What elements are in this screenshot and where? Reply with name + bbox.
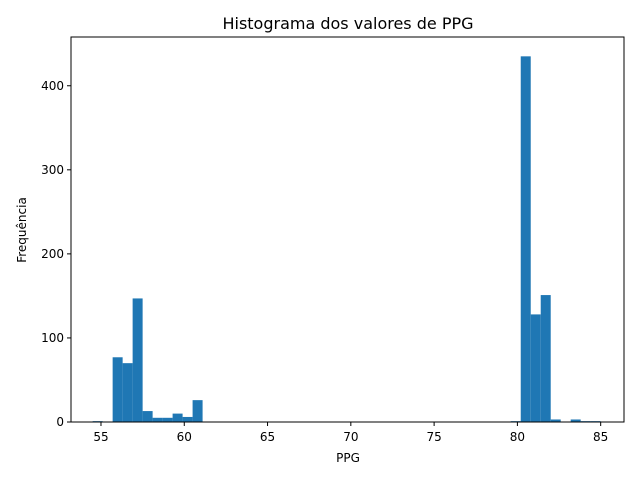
x-tick-label: 60 — [177, 430, 192, 444]
x-tick-label: 85 — [593, 430, 608, 444]
y-tick-label: 400 — [41, 79, 64, 93]
histogram-bar — [172, 413, 183, 422]
chart-title: Histograma dos valores de PPG — [222, 14, 473, 33]
histogram-bar — [142, 411, 153, 422]
y-axis-label: Frequência — [15, 197, 29, 263]
axes-frame — [70, 36, 625, 423]
axes-border — [70, 36, 625, 423]
y-tick-label: 200 — [41, 247, 64, 261]
bars-group — [92, 56, 601, 423]
y-ticks-group: 0 100 200 300 400 — [41, 79, 71, 429]
x-tick-label: 70 — [343, 430, 358, 444]
histogram-bar — [540, 295, 551, 422]
x-ticks-group: 55 60 65 70 75 80 85 — [93, 422, 608, 444]
x-tick-label: 65 — [260, 430, 275, 444]
histogram-bar — [112, 357, 123, 422]
histogram-bar — [182, 416, 193, 422]
x-tick-label: 80 — [510, 430, 525, 444]
histogram-bar — [530, 314, 541, 422]
histogram-bar — [192, 400, 203, 422]
y-tick-label: 100 — [41, 331, 64, 345]
histogram-bar — [162, 417, 173, 422]
histogram-bar — [550, 419, 561, 422]
histogram-bar — [122, 363, 133, 422]
histogram-bar — [520, 56, 531, 423]
x-tick-label: 55 — [93, 430, 108, 444]
y-tick-label: 0 — [56, 415, 64, 429]
histogram-bar — [132, 298, 143, 422]
x-tick-label: 75 — [426, 430, 441, 444]
histogram-bar — [570, 419, 581, 422]
histogram-bar — [152, 417, 163, 422]
x-axis-label: PPG — [336, 451, 360, 465]
y-tick-label: 300 — [41, 163, 64, 177]
